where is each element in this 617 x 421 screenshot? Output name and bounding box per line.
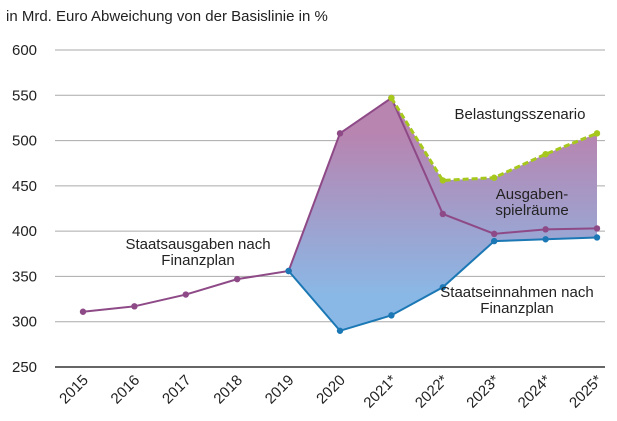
x-tick-label: 2022* [412,372,452,412]
data-point [336,130,344,137]
x-tick-label: 2021* [360,372,400,412]
x-tick-label: 2020 [313,372,349,408]
data-point [439,210,446,218]
data-point [234,275,241,283]
x-tick-label: 2025* [566,372,606,412]
data-point [439,177,446,184]
data-point [542,226,549,233]
x-tick-label: 2015 [56,372,92,408]
x-tick-label: 2023* [463,372,503,412]
data-point [336,327,344,334]
data-point [182,291,189,298]
y-tick-label: 450 [12,178,37,195]
series-label: Staatseinnahmen nach Finanzplan [440,284,594,317]
y-tick-label: 350 [12,268,37,285]
data-point [593,234,601,241]
x-tick-label: 2016 [108,372,144,408]
y-tick-label: 600 [12,42,37,59]
data-point [491,230,498,238]
y-tick-label: 400 [12,223,37,240]
data-point [388,312,395,319]
y-tick-label: 300 [12,314,37,331]
data-point [491,174,498,181]
y-tick-label: 500 [12,133,37,150]
data-point [542,236,549,243]
x-tick-label: 2024* [515,372,555,412]
data-point [131,303,138,310]
data-point [285,267,292,275]
y-tick-label: 250 [12,359,37,376]
x-tick-label: 2017 [159,372,195,408]
data-point [593,130,601,137]
x-tick-label: 2018 [210,372,246,408]
data-point [439,284,446,291]
x-tick-label: 2019 [262,372,298,408]
data-point [593,225,601,232]
data-point [491,237,498,245]
annotation: Ausgaben-spielräume [495,186,569,219]
data-point [388,94,395,102]
chart-title: in Mrd. Euro Abweichung von der Basislin… [6,8,328,25]
series-label: Belastungsszenario [454,106,586,123]
y-tick-label: 550 [12,87,37,104]
series-label: Staatsausgaben nach Finanzplan [125,236,271,269]
data-point [79,308,87,315]
data-point [542,150,549,158]
